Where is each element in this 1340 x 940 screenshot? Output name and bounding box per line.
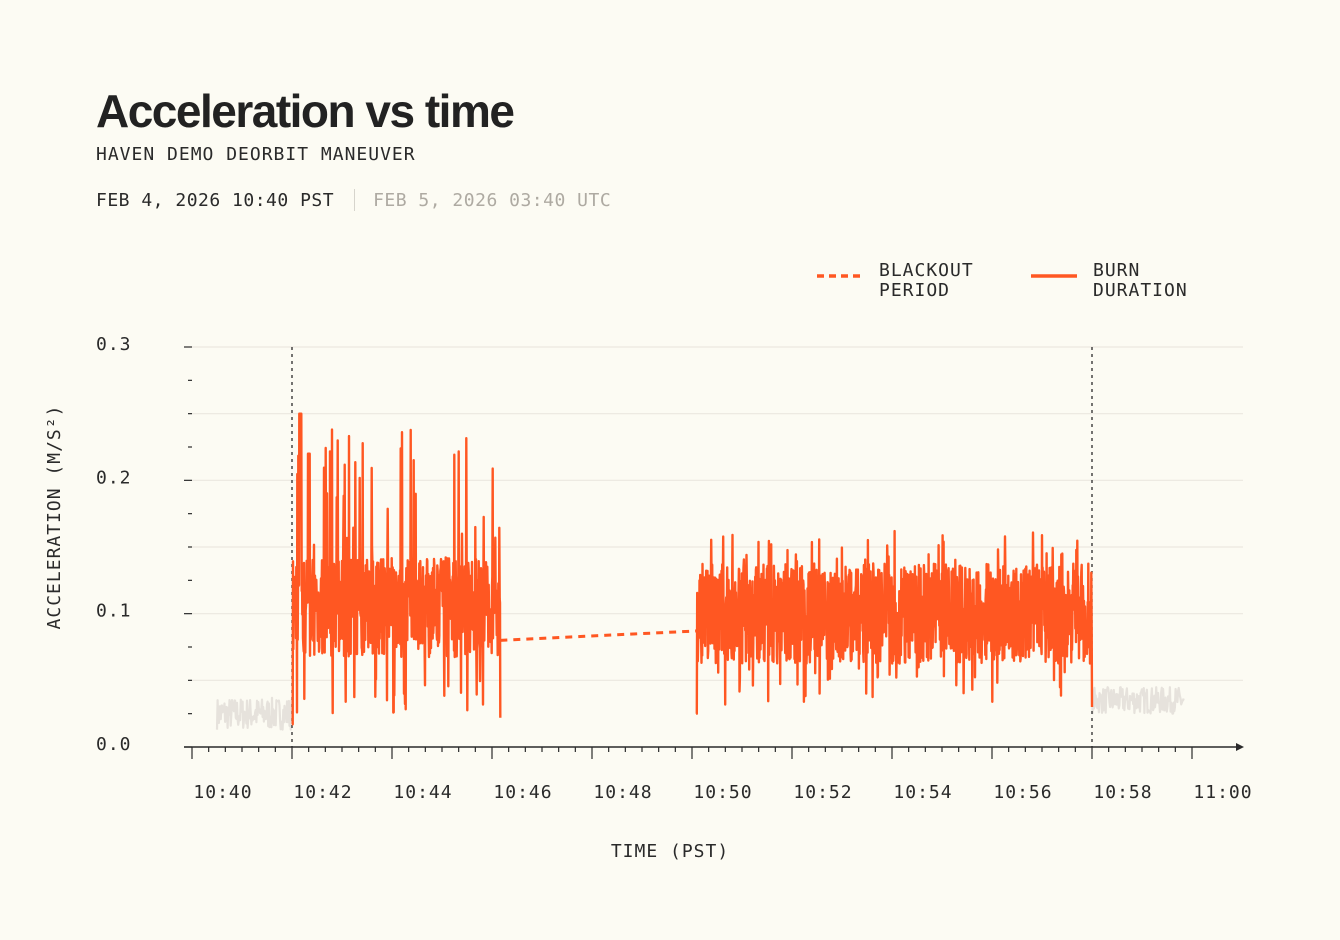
idle-series [215,686,1185,731]
x-tick-label: 10:42 [293,782,352,803]
x-tick-label: 10:54 [893,782,952,803]
y-tick-label: 0.2 [96,467,132,488]
legend-label-line2: PERIOD [879,280,950,301]
x-tick-label: 11:00 [1193,782,1252,803]
burn-signal-line [291,412,502,726]
idle-noise-line [1090,686,1185,715]
date-local: FEB 4, 2026 10:40 PST [96,189,335,211]
x-tick-label: 10:44 [393,782,452,803]
x-tick-label: 10:58 [1093,782,1152,803]
x-tick-label: 10:50 [693,782,752,803]
legend-label-line1: BLACKOUT [879,260,974,281]
x-tick-label: 10:40 [193,782,252,803]
x-tick-label: 10:46 [493,782,552,803]
chart-subtitle: HAVEN DEMO DEORBIT MANEUVER [96,144,416,165]
y-axis-label: ACCELERATION (M/S²) [44,405,65,630]
date-utc: FEB 5, 2026 03:40 UTC [373,189,612,211]
y-tick-label: 0.0 [96,734,132,755]
date-row: FEB 4, 2026 10:40 PST FEB 5, 2026 03:40 … [96,189,611,211]
x-tick-label: 10:52 [793,782,852,803]
x-tick-label: 10:48 [593,782,652,803]
y-tick-label: 0.1 [96,601,132,622]
burn-series [291,412,1094,726]
idle-noise-line [215,696,294,731]
legend-label-line2: DURATION [1093,280,1188,301]
x-axis-label: TIME (PST) [611,841,729,862]
burn-signal-line [695,529,1094,715]
x-tick-label: 10:56 [993,782,1052,803]
chart-title: Acceleration vs time [96,85,515,137]
x-axis-arrow [1236,743,1244,751]
legend-label-line1: BURN [1093,260,1140,281]
blackout-line [500,629,697,642]
date-divider [354,189,356,211]
axes: 0.0 0.1 0.2 0.3 10:40 10:42 10:44 10:46 10:48 10:… [96,334,1252,803]
y-tick-label: 0.3 [96,334,132,355]
